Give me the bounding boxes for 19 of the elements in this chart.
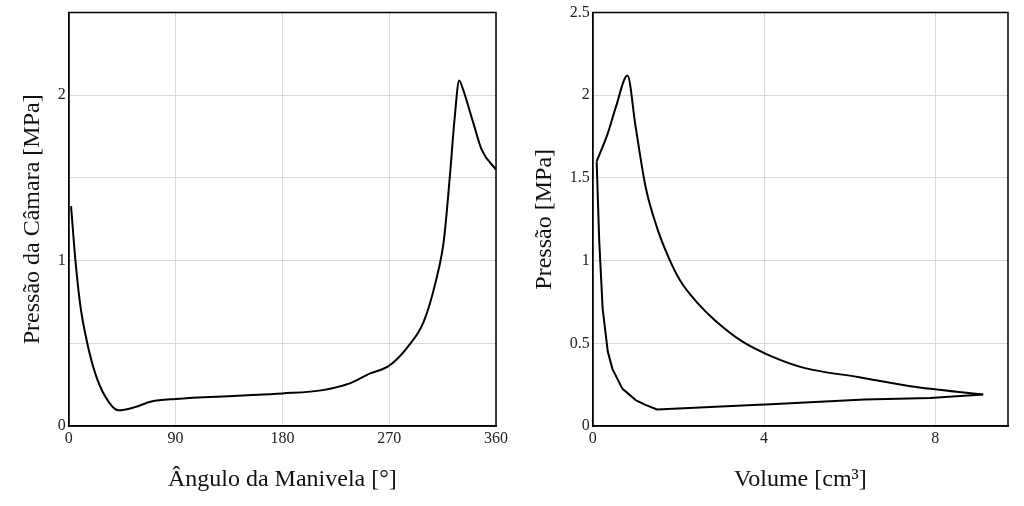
- x-tick-label: 8: [931, 428, 940, 446]
- x-axis-title: Ângulo da Manivela [°]: [167, 464, 397, 491]
- y-tick-label: 1: [581, 250, 590, 268]
- x-tick-label: 90: [167, 428, 184, 446]
- y-tick-label: 0: [581, 416, 590, 434]
- y-tick-label: 0.5: [569, 333, 590, 351]
- y-tick-label: 1: [57, 250, 66, 268]
- y-axis-title: Pressão [MPa]: [529, 148, 556, 290]
- y-tick-label: 2.5: [569, 2, 590, 20]
- y-tick-label: 1.5: [569, 168, 590, 186]
- x-tick-label: 360: [484, 428, 508, 446]
- x-tick-label: 4: [760, 428, 769, 446]
- x-tick-label: 180: [270, 428, 295, 446]
- y-tick-label: 0: [57, 416, 66, 434]
- x-axis-title: Volume [cm³]: [734, 464, 867, 491]
- y-axis-title: Pressão da Câmara [MPa]: [17, 94, 44, 345]
- y-tick-label: 2: [581, 85, 590, 103]
- y-tick-label: 2: [57, 85, 66, 103]
- x-tick-label: 270: [377, 428, 402, 446]
